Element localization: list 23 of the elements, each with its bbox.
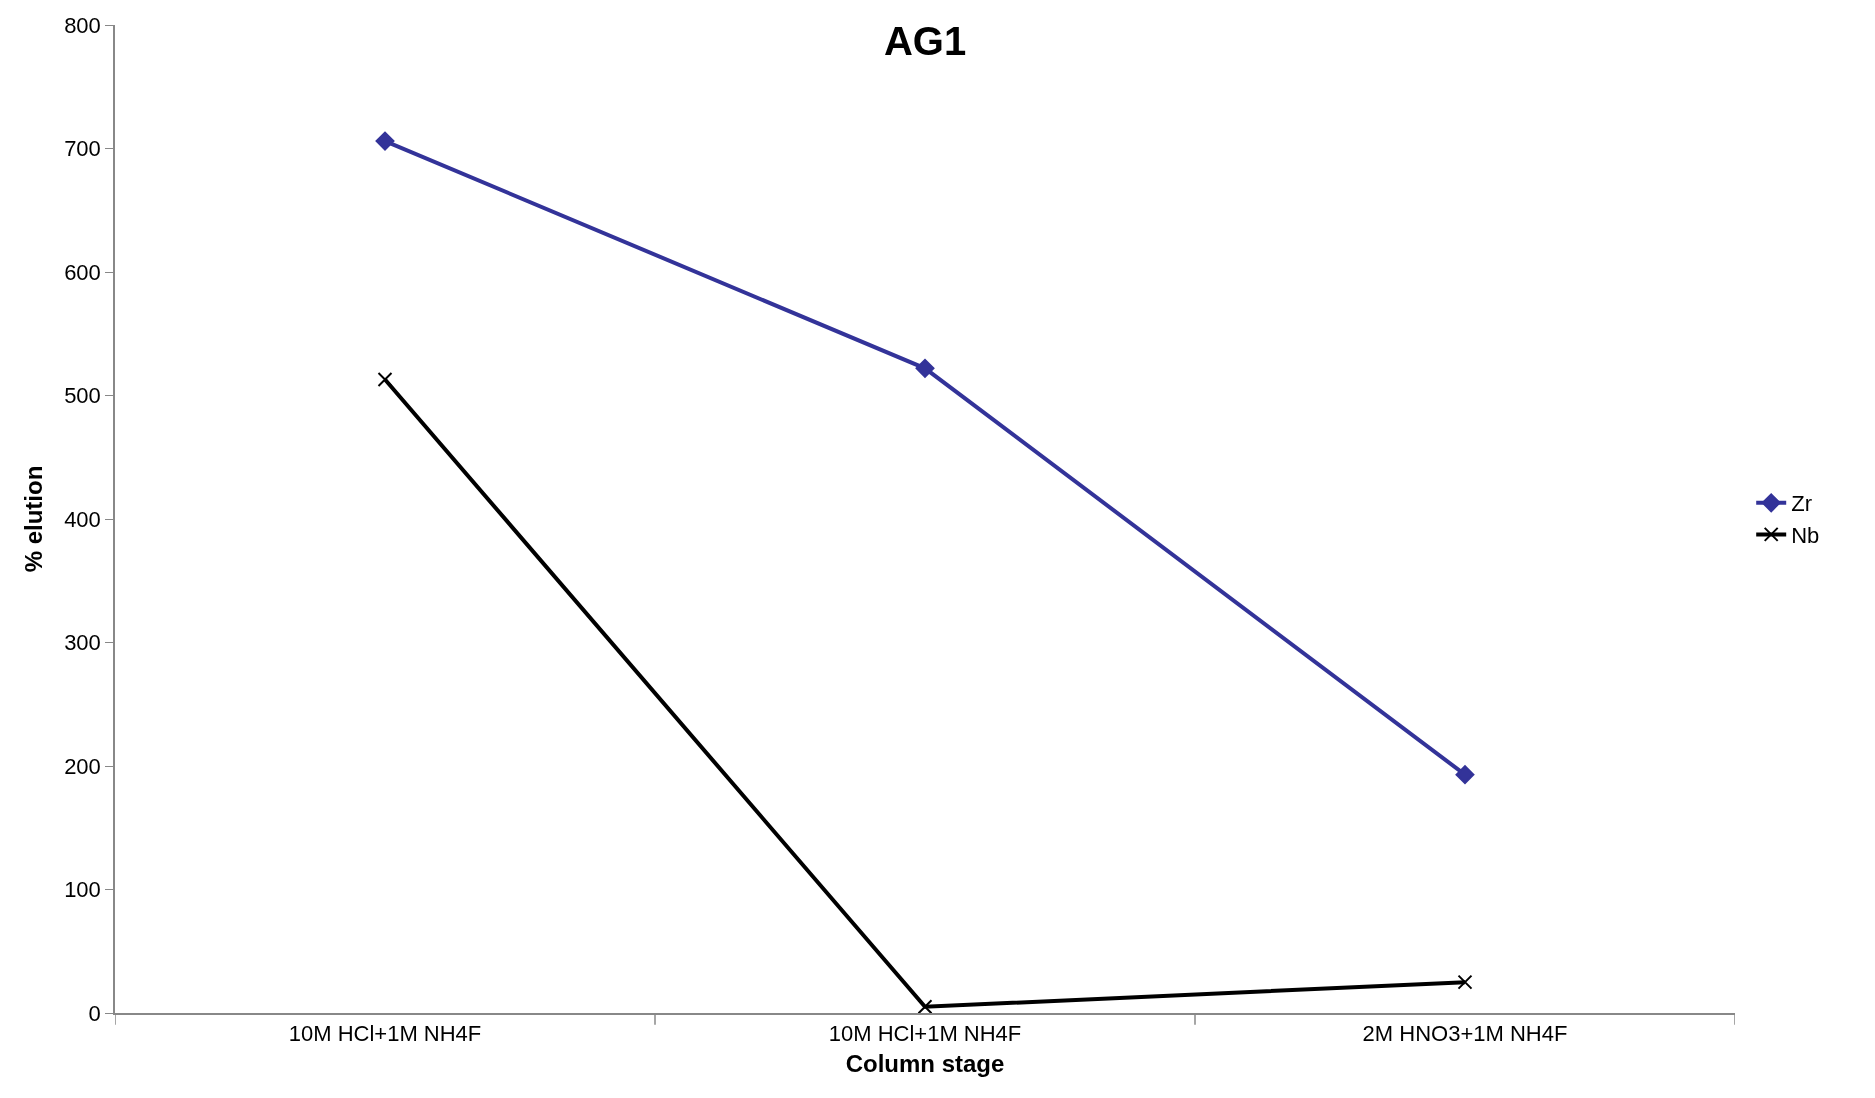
y-axis-title: % elution [19,465,47,573]
legend-label: Nb [1791,522,1820,548]
point [377,371,393,387]
y-tick-label: 400 [64,506,101,532]
y-tick-label: 0 [88,1000,101,1026]
point [375,131,395,151]
point [1455,765,1475,785]
chart-title: AG1 [883,19,967,64]
x-tick-label: 2M HNO3+1M NH4F [1362,1021,1568,1047]
point [917,999,933,1013]
legend-label: Zr [1791,491,1812,517]
x-axis-title: Column stage [845,1049,1005,1077]
y-tick-label: 200 [64,753,101,779]
y-tick-label: 700 [64,136,101,162]
y-tick-label: 300 [64,630,101,656]
x-tick-label: 10M HCl+1M NH4F [288,1021,482,1047]
point [915,358,935,378]
y-tick-label: 600 [64,259,101,285]
x-tick-label: 10M HCl+1M NH4F [828,1021,1022,1047]
y-tick-label: 800 [64,12,101,38]
y-tick-label: 100 [64,877,101,903]
y-tick-label: 500 [64,383,101,409]
point [1457,974,1473,990]
